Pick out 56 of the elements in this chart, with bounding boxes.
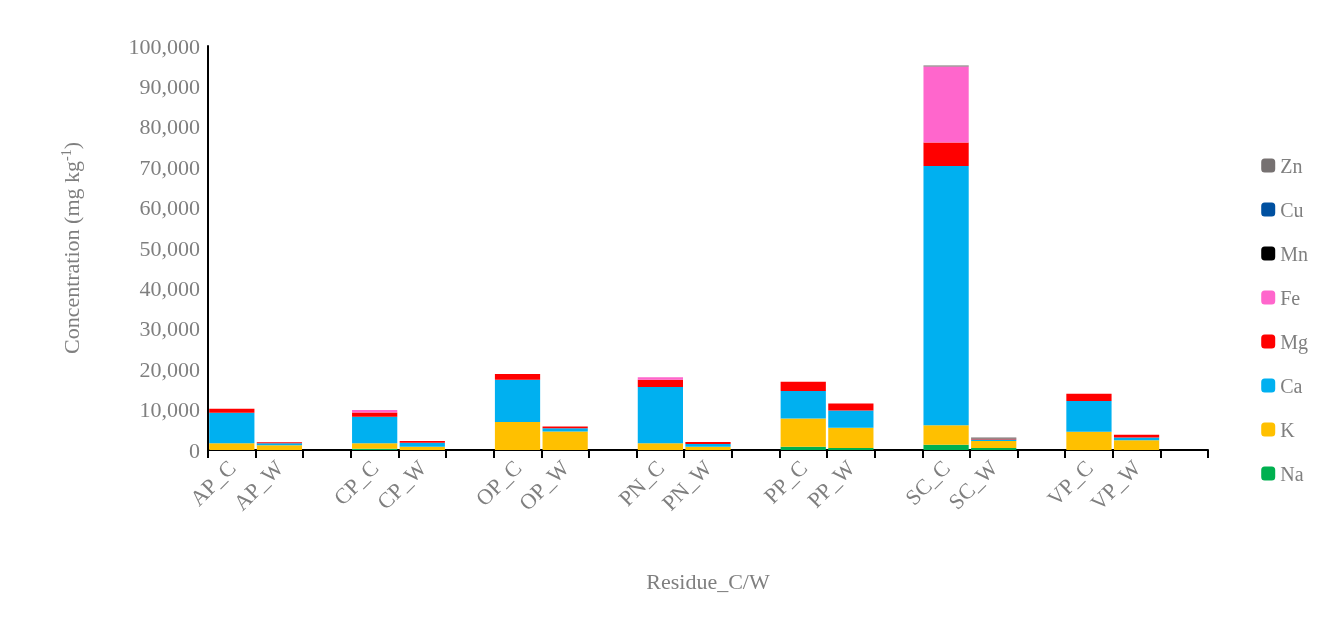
bar bbox=[923, 425, 969, 445]
bar bbox=[923, 165, 969, 426]
legend-label: Na bbox=[1280, 462, 1304, 485]
bar bbox=[1113, 440, 1160, 450]
bar bbox=[971, 441, 1017, 448]
bar bbox=[637, 379, 683, 387]
bar bbox=[256, 445, 303, 450]
legend-label: Ca bbox=[1280, 374, 1303, 397]
y-tick-label: 70,000 bbox=[139, 154, 200, 180]
bar bbox=[780, 418, 826, 447]
bar bbox=[1066, 431, 1112, 450]
bar bbox=[494, 374, 541, 380]
bar bbox=[828, 410, 874, 428]
bar bbox=[971, 447, 1017, 450]
legend-label: Zn bbox=[1280, 154, 1303, 177]
bar bbox=[923, 66, 969, 143]
y-axis-title: Concentration (mg kg-1) bbox=[58, 141, 84, 355]
legend-label: Fe bbox=[1280, 286, 1301, 309]
legend-label: K bbox=[1280, 418, 1296, 441]
y-tick-label: 60,000 bbox=[139, 195, 200, 221]
bar bbox=[637, 443, 683, 450]
bar bbox=[399, 446, 445, 450]
bar bbox=[352, 416, 398, 444]
y-tick-label: 50,000 bbox=[139, 235, 200, 261]
bar bbox=[352, 443, 398, 449]
y-tick-label: 40,000 bbox=[139, 275, 200, 301]
y-tick-label: 20,000 bbox=[139, 356, 200, 382]
legend-label: Mn bbox=[1280, 242, 1309, 265]
bar bbox=[828, 447, 874, 450]
bar bbox=[1066, 393, 1112, 402]
bar bbox=[209, 412, 255, 444]
bar bbox=[542, 431, 588, 450]
bar bbox=[637, 386, 683, 444]
bar bbox=[923, 444, 969, 450]
legend-label: Mg bbox=[1280, 330, 1309, 354]
bar bbox=[209, 443, 255, 450]
y-tick-label: 10,000 bbox=[139, 397, 200, 423]
bar bbox=[637, 377, 683, 380]
y-tick-label: 100,000 bbox=[128, 33, 200, 59]
bar bbox=[780, 446, 826, 450]
bar bbox=[494, 379, 541, 423]
bar bbox=[828, 427, 874, 448]
bar bbox=[1066, 401, 1112, 432]
bar bbox=[352, 412, 398, 417]
y-tick-label: 80,000 bbox=[139, 114, 200, 140]
bar bbox=[209, 408, 255, 413]
bar bbox=[494, 422, 541, 450]
bar bbox=[780, 381, 826, 392]
y-tick-label: 30,000 bbox=[139, 316, 200, 342]
bar bbox=[780, 391, 826, 419]
y-tick-label: 0 bbox=[189, 437, 200, 463]
bar bbox=[399, 442, 445, 447]
x-axis-title: Residue_C/W bbox=[646, 568, 770, 594]
y-tick-label: 90,000 bbox=[139, 73, 200, 99]
legend-label: Cu bbox=[1280, 198, 1304, 221]
bar bbox=[923, 142, 969, 166]
